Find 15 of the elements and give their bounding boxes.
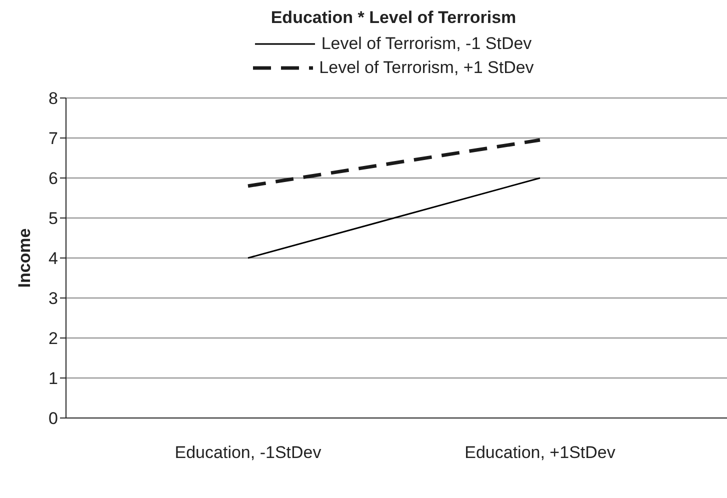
legend-label: Level of Terrorism, -1 StDev	[321, 34, 532, 54]
x-tick-label: Education, -1StDev	[174, 443, 322, 462]
y-tick-label: 3	[48, 289, 58, 308]
y-tick-label: 1	[48, 369, 58, 388]
y-tick-label: 0	[48, 409, 58, 428]
legend-label: Level of Terrorism, +1 StDev	[319, 58, 534, 78]
y-tick-label: 5	[48, 209, 58, 228]
y-tick-label: 2	[48, 329, 58, 348]
y-tick-label: 7	[48, 129, 58, 148]
y-axis-title: Income	[15, 228, 34, 288]
chart-title: Education * Level of Terrorism	[270, 8, 518, 29]
x-tick-label: Education, +1StDev	[464, 443, 616, 462]
y-tick-label: 8	[48, 89, 58, 108]
y-tick-label: 4	[48, 249, 58, 268]
y-tick-label: 6	[48, 169, 58, 188]
